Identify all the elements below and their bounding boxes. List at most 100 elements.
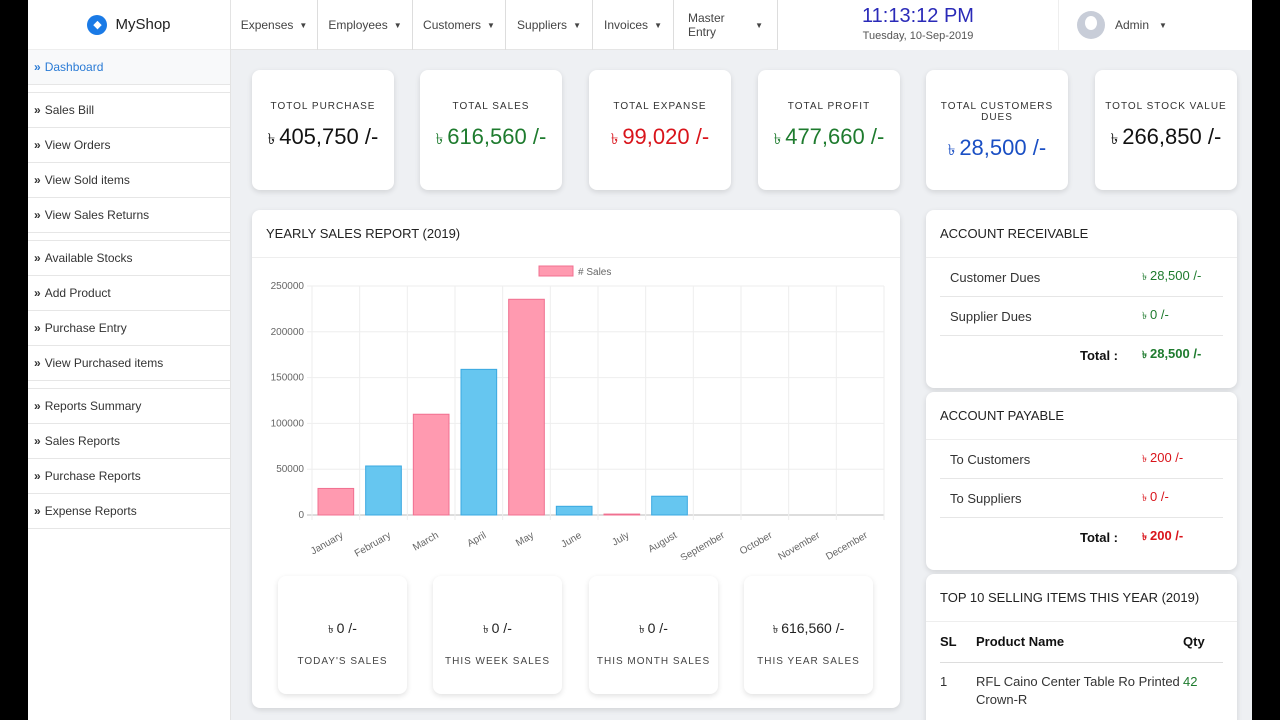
taka-icon: ৳	[610, 131, 619, 148]
sidebar-item-view-purchased-items[interactable]: » View Purchased items	[28, 346, 230, 381]
sidebar-item-add-product[interactable]: » Add Product	[28, 276, 230, 311]
sidebar-item-label: Expense Reports	[44, 504, 137, 518]
sidebar-item-available-stocks[interactable]: » Available Stocks	[28, 241, 230, 276]
caret-down-icon: ▼	[1159, 20, 1167, 30]
diamond-logo-icon: ◆	[87, 14, 108, 35]
taka-icon: ৳	[1142, 532, 1147, 543]
sidebar-divider	[28, 85, 230, 93]
period-sales-label: THIS WEEK SALES	[444, 656, 551, 667]
yearly-sales-title: YEARLY SALES REPORT (2019)	[252, 210, 900, 258]
y-tick-label: 150000	[271, 373, 305, 384]
total-value: 28,500 /-	[1149, 346, 1202, 361]
taka-icon: ৳	[328, 624, 334, 636]
bar-august	[651, 495, 688, 516]
sidebar-item-label: Available Stocks	[44, 251, 133, 265]
period-sales-card: ৳ 0 /- THIS MONTH SALES	[589, 576, 718, 694]
stat-label: TOTAL EXPANSE	[613, 101, 707, 112]
sidebar-item-expense-reports[interactable]: » Expense Reports	[28, 494, 230, 529]
total-label: Total :	[1079, 348, 1118, 363]
menu-label: Invoices	[604, 18, 649, 32]
double-chevron-right-icon: »	[34, 173, 41, 187]
caret-down-icon: ▼	[654, 20, 662, 30]
double-chevron-right-icon: »	[34, 434, 41, 448]
period-sales-card: ৳ 0 /- THIS WEEK SALES	[433, 576, 562, 694]
x-tick-label: April	[465, 530, 488, 550]
legend-label: # Sales	[578, 267, 611, 278]
stat-label: TOTOL PURCHASE	[270, 101, 376, 112]
cell-product: RFL Caino Center Table Ro Printed Crown-…	[976, 673, 1180, 707]
period-sales-label: THIS YEAR SALES	[757, 656, 860, 667]
double-chevron-right-icon: »	[34, 321, 41, 335]
x-tick-label: January	[309, 530, 345, 557]
sidebar-item-reports-summary[interactable]: » Reports Summary	[28, 389, 230, 424]
sales-bar-chart: # Sales 0 50000 100000 150000 200000 250000 Jan…	[271, 265, 885, 560]
receivable-row: Customer Dues ৳ 28,500 /-	[940, 258, 1223, 297]
y-tick-label: 100000	[271, 418, 305, 429]
account-receivable-card: ACCOUNT RECEIVABLE Customer Dues ৳ 28,500 /…	[926, 210, 1237, 388]
sidebar-item-view-sold-items[interactable]: » View Sold items	[28, 163, 230, 198]
double-chevron-right-icon: »	[34, 60, 41, 74]
row-label: Supplier Dues	[950, 308, 1032, 324]
x-tick-label: June	[559, 530, 584, 551]
menu-master-entry[interactable]: Master Entry ▼	[674, 0, 778, 50]
brand-name: MyShop	[115, 16, 171, 33]
double-chevron-right-icon: »	[34, 138, 41, 152]
brand[interactable]: ◆ MyShop	[28, 0, 230, 50]
stat-label: TOTOL STOCK VALUE	[1105, 101, 1227, 112]
period-sales-card: ৳ 616,560 /- THIS YEAR SALES	[744, 576, 873, 694]
payable-row: To Customers ৳ 200 /-	[940, 440, 1223, 479]
user-menu[interactable]: Admin ▼	[1058, 0, 1252, 50]
clock: 11:13:12 PM Tuesday, 10-Sep-2019	[778, 0, 1058, 50]
legend-swatch	[538, 265, 574, 277]
menu-label: Customers	[423, 18, 482, 32]
yearly-sales-card: YEARLY SALES REPORT (2019) # Sales 0 50000…	[252, 210, 900, 708]
bar-january	[317, 487, 355, 516]
menu-suppliers[interactable]: Suppliers ▼	[506, 0, 593, 50]
table-row[interactable]: 1 RFL Caino Center Table Ro Printed Crow…	[940, 662, 1223, 709]
x-tick-label: October	[738, 530, 775, 558]
col-product: Product Name	[976, 622, 1183, 663]
double-chevron-right-icon: »	[34, 251, 41, 265]
taka-icon: ৳	[773, 131, 782, 148]
sidebar-item-purchase-entry[interactable]: » Purchase Entry	[28, 311, 230, 346]
double-chevron-right-icon: »	[34, 504, 41, 518]
bar-february	[365, 465, 402, 516]
row-value: 28,500 /-	[1149, 267, 1202, 283]
receivable-row: Supplier Dues ৳ 0 /-	[940, 297, 1223, 336]
col-qty: Qty	[1183, 622, 1223, 663]
row-value: 0 /-	[1149, 488, 1169, 504]
double-chevron-right-icon: »	[34, 469, 41, 483]
sidebar-item-label: View Purchased items	[44, 356, 164, 370]
y-tick-label: 50000	[276, 464, 304, 475]
stat-value: 616,560 /-	[447, 124, 547, 149]
sidebar-item-view-sales-returns[interactable]: » View Sales Returns	[28, 198, 230, 233]
sidebar-item-label: View Orders	[44, 138, 111, 152]
menu-expenses[interactable]: Expenses ▼	[231, 0, 318, 50]
receivable-total: Total : ৳ 28,500 /-	[940, 336, 1223, 375]
sidebar-item-label: Purchase Entry	[44, 321, 127, 335]
col-sl: SL	[940, 622, 976, 663]
stat-value: 28,500 /-	[959, 135, 1047, 160]
double-chevron-right-icon: »	[34, 103, 41, 117]
stat-card: TOTAL CUSTOMERS DUES ৳ 28,500 /-	[926, 70, 1068, 190]
cell-qty: 42	[1183, 673, 1198, 689]
topbar: Expenses ▼ Employees ▼ Customers ▼ Suppliers ▼ I…	[231, 0, 1252, 50]
sidebar-divider	[28, 381, 230, 389]
taka-icon: ৳	[1142, 453, 1147, 465]
sidebar-item-view-orders[interactable]: » View Orders	[28, 128, 230, 163]
sidebar-item-purchase-reports[interactable]: » Purchase Reports	[28, 459, 230, 494]
clock-date: Tuesday, 10-Sep-2019	[862, 30, 974, 42]
sidebar-item-sales-bill[interactable]: » Sales Bill	[28, 93, 230, 128]
taka-icon: ৳	[947, 142, 956, 159]
menu-label: Expenses	[240, 18, 294, 32]
taka-icon: ৳	[267, 131, 276, 148]
taka-icon: ৳	[639, 624, 645, 636]
avatar	[1077, 11, 1105, 39]
menu-invoices[interactable]: Invoices ▼	[593, 0, 674, 50]
menu-label: Employees	[328, 18, 388, 32]
stat-value: 99,020 /-	[622, 124, 710, 149]
menu-customers[interactable]: Customers ▼	[413, 0, 506, 50]
sidebar-item-dashboard[interactable]: » Dashboard	[28, 50, 230, 85]
menu-employees[interactable]: Employees ▼	[318, 0, 413, 50]
sidebar-item-sales-reports[interactable]: » Sales Reports	[28, 424, 230, 459]
